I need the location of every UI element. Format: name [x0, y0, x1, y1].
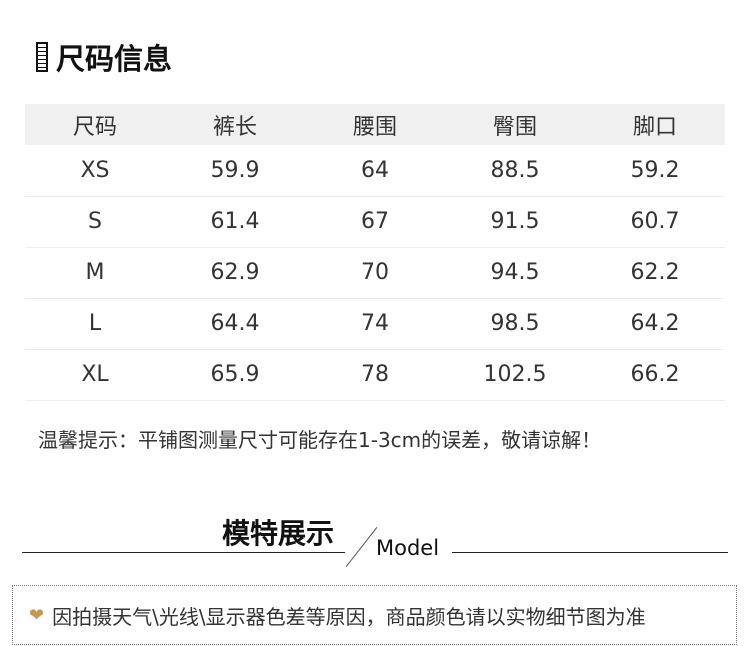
table-row: L 64.4 74 98.5 64.2	[25, 298, 725, 350]
header-cell: 臀围	[445, 104, 585, 145]
table-cell: 94.5	[445, 247, 585, 299]
measurement-note: 温馨提示：平铺图测量尺寸可能存在1-3cm的误差，敬请谅解！	[38, 428, 602, 452]
slash-divider	[345, 526, 378, 568]
table-cell: 59.2	[585, 145, 725, 197]
model-section-title: 模特展示	[222, 517, 335, 550]
section-header: 尺码信息	[36, 36, 172, 78]
table-cell: S	[25, 196, 165, 248]
header-cell: 腰围	[305, 104, 445, 145]
heart-icon: ❤	[29, 604, 45, 626]
disclaimer-box: ❤ 因拍摄天气\光线\显示器色差等原因，商品颜色请以实物细节图为准	[12, 585, 737, 645]
table-cell: 66.2	[585, 349, 725, 401]
table-cell: 60.7	[585, 196, 725, 248]
table-cell: 65.9	[165, 349, 305, 401]
ruler-icon	[36, 42, 48, 72]
table-row: XL 65.9 78 102.5 66.2	[25, 349, 725, 401]
table-cell: 64.4	[165, 298, 305, 350]
table-cell: 98.5	[445, 298, 585, 350]
table-row: XS 59.9 64 88.5 59.2	[25, 145, 725, 197]
table-header-row: 尺码 裤长 腰围 臀围 脚口	[25, 104, 725, 145]
table-cell: 64	[305, 145, 445, 197]
header-cell: 裤长	[165, 104, 305, 145]
table-cell: 102.5	[445, 349, 585, 401]
header-cell: 脚口	[585, 104, 725, 145]
model-subtitle: Model	[376, 536, 440, 560]
table-cell: XL	[25, 349, 165, 401]
table-cell: 67	[305, 196, 445, 248]
table-cell: 62.9	[165, 247, 305, 299]
divider-left	[22, 552, 345, 553]
size-table: 尺码 裤长 腰围 臀围 脚口 XS 59.9 64 88.5 59.2 S 61.4 67 91…	[25, 104, 725, 401]
table-row: M 62.9 70 94.5 62.2	[25, 247, 725, 299]
table-cell: 61.4	[165, 196, 305, 248]
table-cell: 59.9	[165, 145, 305, 197]
table-cell: M	[25, 247, 165, 299]
table-cell: L	[25, 298, 165, 350]
table-row: S 61.4 67 91.5 60.7	[25, 196, 725, 248]
header-cell: 尺码	[25, 104, 165, 145]
table-cell: 70	[305, 247, 445, 299]
section-title: 尺码信息	[56, 42, 173, 76]
table-cell: 78	[305, 349, 445, 401]
table-cell: 62.2	[585, 247, 725, 299]
divider-right	[452, 552, 728, 553]
table-cell: 64.2	[585, 298, 725, 350]
table-cell: 74	[305, 298, 445, 350]
disclaimer-text: 因拍摄天气\光线\显示器色差等原因，商品颜色请以实物细节图为准	[52, 604, 646, 629]
table-cell: XS	[25, 145, 165, 197]
table-cell: 91.5	[445, 196, 585, 248]
table-cell: 88.5	[445, 145, 585, 197]
